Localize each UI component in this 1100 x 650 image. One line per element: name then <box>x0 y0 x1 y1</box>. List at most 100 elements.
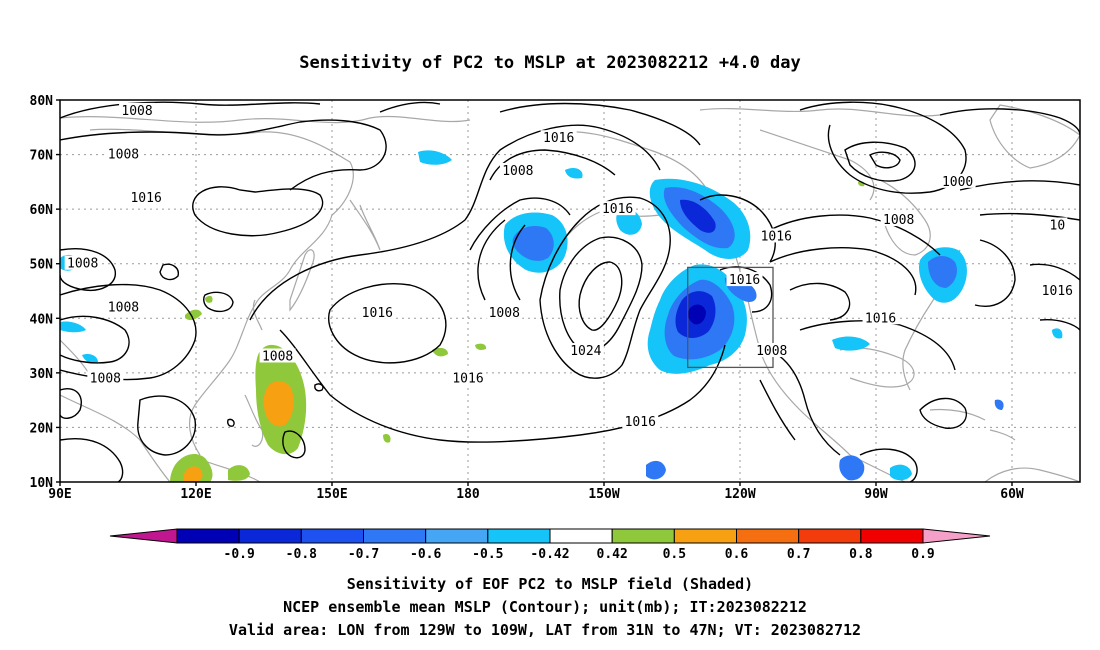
contour-label: 1016 <box>625 415 656 430</box>
map-title: Sensitivity of PC2 to MSLP at 2023082212… <box>299 53 801 73</box>
contour-label: 1008 <box>67 257 98 272</box>
colorbar-swatch <box>736 528 800 544</box>
contour-label: 1016 <box>865 311 896 326</box>
colorbar-swatch <box>300 528 365 544</box>
contour-label: 1008 <box>108 148 139 163</box>
contour-label: 1016 <box>543 131 574 146</box>
lat-tick-label: 30N <box>30 367 54 382</box>
colorbar-swatch <box>363 528 427 544</box>
lat-tick-label: 70N <box>30 149 54 164</box>
colorbar-swatch <box>487 528 551 544</box>
colorbar-min-triangle <box>109 528 178 544</box>
lon-tick-label: 150E <box>316 487 347 502</box>
contour-label: 1016 <box>1042 284 1073 299</box>
contour-label: 1008 <box>883 213 914 228</box>
contour-label-bg <box>359 304 396 319</box>
contour-label: 1008 <box>262 349 293 364</box>
colorbar-tick-label: -0.5 <box>472 547 503 562</box>
colorbar-swatch <box>238 528 302 544</box>
colorbar-swatch <box>798 528 862 544</box>
colorbar-tick-label: -0.9 <box>224 547 255 562</box>
lon-tick-label: 60W <box>1000 487 1024 502</box>
contour-label: 1016 <box>729 273 760 288</box>
contour-label-bg <box>753 343 790 358</box>
map-plot-area <box>60 100 1080 482</box>
colorbar-swatch <box>425 528 489 544</box>
lon-tick-label: 120W <box>724 487 755 502</box>
contour-label-bg <box>87 370 124 385</box>
longitude-axis: 90E 120E 150E 180 150W 120W 90W 60W <box>48 482 1024 502</box>
contour-label: 1016 <box>130 191 161 206</box>
contour-label: 1008 <box>756 344 787 359</box>
contour-label: 1008 <box>108 300 139 315</box>
contour-label-bg <box>622 413 659 428</box>
colorbar-swatch <box>673 528 737 544</box>
lon-tick-label: 120E <box>180 487 211 502</box>
lat-tick-label: 60N <box>30 203 54 218</box>
contour-label: 1016 <box>602 202 633 217</box>
sensitivity-shading <box>60 150 1063 482</box>
contour-label-bg <box>128 190 165 205</box>
valid-area-box <box>687 266 774 369</box>
caption-line-1: Sensitivity of EOF PC2 to MSLP field (Sh… <box>347 575 753 593</box>
contour-label-bg <box>540 130 577 145</box>
contour-label: 1008 <box>502 164 533 179</box>
colorbar: -0.9 -0.8 -0.7 -0.6 -0.5 -0.42 0.42 0.5 0.6 0.7 0.… <box>109 528 991 562</box>
colorbar-swatch <box>176 528 240 544</box>
latitude-axis: 80N 70N 60N 50N 40N 30N 20N 10N <box>30 94 60 491</box>
contour-label-bg <box>105 299 142 314</box>
lon-tick-label: 180 <box>456 487 480 502</box>
colorbar-tick-label: -0.42 <box>530 547 569 562</box>
colorbar-tick-label: -0.8 <box>286 547 317 562</box>
lat-tick-label: 40N <box>30 312 54 327</box>
colorbar-swatch <box>549 528 613 544</box>
contour-label-bg <box>567 343 604 358</box>
contour-label-bg <box>726 272 763 287</box>
lat-tick-label: 80N <box>30 94 54 109</box>
contour-label: 1016 <box>452 371 483 386</box>
lon-tick-label: 90W <box>864 487 888 502</box>
lat-tick-label: 20N <box>30 421 54 436</box>
colorbar-tick-label: 0.7 <box>787 547 810 562</box>
contour-label-bg <box>119 102 156 117</box>
contour-label: 1024 <box>570 344 601 359</box>
colorbar-tick-label: -0.6 <box>410 547 441 562</box>
contour-label-bg <box>862 310 899 325</box>
colorbar-swatch <box>611 528 675 544</box>
contour-label: 1008 <box>489 306 520 321</box>
contour-label: 10 <box>1050 219 1066 234</box>
contour-label-bg <box>450 370 486 385</box>
lon-tick-label: 90E <box>48 487 71 502</box>
contour-label-bg <box>64 255 101 270</box>
contour-label: 1008 <box>90 371 121 386</box>
contour-label-bg <box>259 348 296 363</box>
lat-tick-label: 10N <box>30 476 54 491</box>
contour-label-bg <box>939 173 976 188</box>
contour-label: 1016 <box>362 306 393 321</box>
caption-line-2: NCEP ensemble mean MSLP (Contour); unit(… <box>283 598 807 616</box>
map-frame <box>59 99 1081 483</box>
lat-tick-label: 50N <box>30 258 54 273</box>
colorbar-max-triangle <box>922 528 991 544</box>
contour-label: 1008 <box>121 104 152 119</box>
contour-label-bg <box>105 146 142 161</box>
lon-tick-label: 150W <box>588 487 619 502</box>
contour-label-bg <box>599 201 636 216</box>
colorbar-tick-label: 0.9 <box>911 547 934 562</box>
contour-label-bg <box>1039 283 1076 297</box>
contour-label: 1016 <box>761 229 792 244</box>
contour-labels: 1008 1008 1016 1008 1016 1008 1008 1016 1016 1008… <box>64 102 1076 430</box>
contour-label-bg <box>499 162 536 177</box>
colorbar-swatch <box>860 528 924 544</box>
contour-label-bg <box>1047 217 1068 232</box>
colorbar-tick-label: 0.8 <box>849 547 873 562</box>
contour-label-bg <box>486 304 523 319</box>
contour-label: 1000 <box>942 175 973 190</box>
mslp-contours <box>60 101 1080 482</box>
caption-line-3: Valid area: LON from 129W to 109W, LAT f… <box>229 621 861 639</box>
colorbar-tick-label: 0.42 <box>597 547 628 562</box>
contour-label-bg <box>758 228 795 243</box>
colorbar-tick-label: 0.5 <box>663 547 686 562</box>
colorbar-tick-label: -0.7 <box>348 547 379 562</box>
